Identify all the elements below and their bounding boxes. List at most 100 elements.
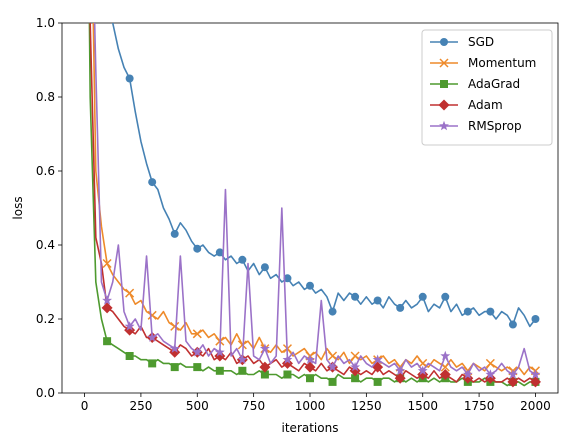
marker — [282, 354, 293, 364]
marker — [237, 354, 248, 364]
marker — [102, 295, 113, 305]
marker — [306, 281, 314, 290]
marker — [169, 343, 180, 353]
marker — [125, 352, 134, 360]
marker — [328, 351, 338, 361]
marker — [102, 258, 112, 269]
marker — [396, 303, 405, 312]
marker — [306, 374, 314, 383]
marker — [305, 354, 315, 364]
x-tick-label: 1750 — [464, 399, 495, 413]
marker — [418, 292, 427, 301]
marker — [394, 372, 406, 384]
marker — [125, 74, 134, 83]
marker — [373, 296, 382, 305]
marker — [439, 120, 449, 131]
x-tick-label: 1250 — [351, 399, 382, 413]
x-tick-label: 750 — [242, 399, 265, 413]
y-tick-label: 0.8 — [36, 90, 55, 104]
legend-label: RMSprop — [468, 119, 522, 133]
y-axis-label: loss — [11, 196, 25, 219]
marker — [439, 58, 449, 68]
marker — [439, 369, 451, 380]
marker — [462, 369, 473, 379]
marker — [259, 361, 271, 373]
marker — [147, 332, 158, 342]
marker — [440, 38, 448, 46]
marker — [440, 350, 451, 361]
marker — [214, 347, 225, 357]
marker — [124, 321, 135, 331]
y-tick-label: 0.2 — [36, 312, 55, 326]
marker — [350, 361, 361, 372]
marker — [531, 315, 540, 323]
marker — [192, 347, 203, 357]
marker — [372, 354, 383, 364]
marker — [530, 369, 541, 379]
x-axis-label: iterations — [282, 421, 339, 435]
marker — [350, 351, 360, 361]
marker — [170, 321, 180, 331]
marker — [485, 369, 496, 379]
marker — [260, 370, 269, 379]
marker — [349, 365, 361, 377]
y-tick-label: 0.6 — [36, 164, 55, 178]
marker — [215, 248, 224, 257]
marker — [462, 372, 474, 384]
marker — [484, 372, 496, 384]
marker — [529, 376, 541, 388]
marker — [281, 357, 293, 369]
marker — [486, 307, 495, 316]
marker — [103, 337, 112, 346]
marker — [101, 302, 113, 314]
marker — [260, 263, 269, 272]
marker — [193, 244, 202, 253]
marker — [327, 361, 338, 372]
marker — [395, 365, 406, 376]
legend-label: Momentum — [468, 56, 536, 70]
marker — [238, 366, 247, 375]
marker — [438, 99, 450, 111]
x-tick-label: 500 — [186, 399, 209, 413]
plot-area — [88, 23, 541, 388]
marker — [192, 329, 202, 339]
marker — [170, 229, 179, 238]
marker — [328, 307, 337, 316]
marker — [193, 363, 202, 372]
marker — [417, 365, 428, 376]
x-tick-label: 1500 — [407, 399, 438, 413]
marker — [508, 320, 517, 329]
marker — [238, 255, 247, 264]
marker — [507, 376, 519, 388]
legend-label: AdaGrad — [468, 77, 520, 91]
x-tick-label: 250 — [129, 399, 152, 413]
legend-box — [421, 29, 553, 146]
legend-label: Adam — [468, 98, 503, 112]
marker — [441, 292, 450, 301]
marker — [169, 346, 181, 358]
marker — [259, 343, 270, 353]
marker — [304, 361, 316, 373]
marker — [351, 374, 360, 383]
x-tick-label: 0 — [81, 399, 89, 413]
y-tick-label: 0.4 — [36, 238, 55, 252]
legend: SGD Momentum AdaGrad Adam RMSprop — [421, 29, 553, 146]
marker — [170, 363, 179, 372]
marker — [148, 359, 157, 368]
marker — [214, 350, 226, 362]
marker — [148, 178, 157, 187]
marker — [215, 366, 224, 375]
y-tick-label: 1.0 — [36, 16, 55, 30]
marker — [463, 307, 472, 316]
y-tick-label: 0.0 — [36, 386, 55, 400]
marker — [507, 369, 518, 379]
marker — [440, 80, 448, 88]
legend-label: SGD — [468, 35, 494, 49]
marker — [237, 340, 247, 350]
marker — [373, 377, 382, 386]
x-tick-label: 1000 — [295, 399, 326, 413]
x-tick-label: 2000 — [520, 399, 551, 413]
marker — [283, 370, 292, 379]
marker — [328, 377, 337, 386]
